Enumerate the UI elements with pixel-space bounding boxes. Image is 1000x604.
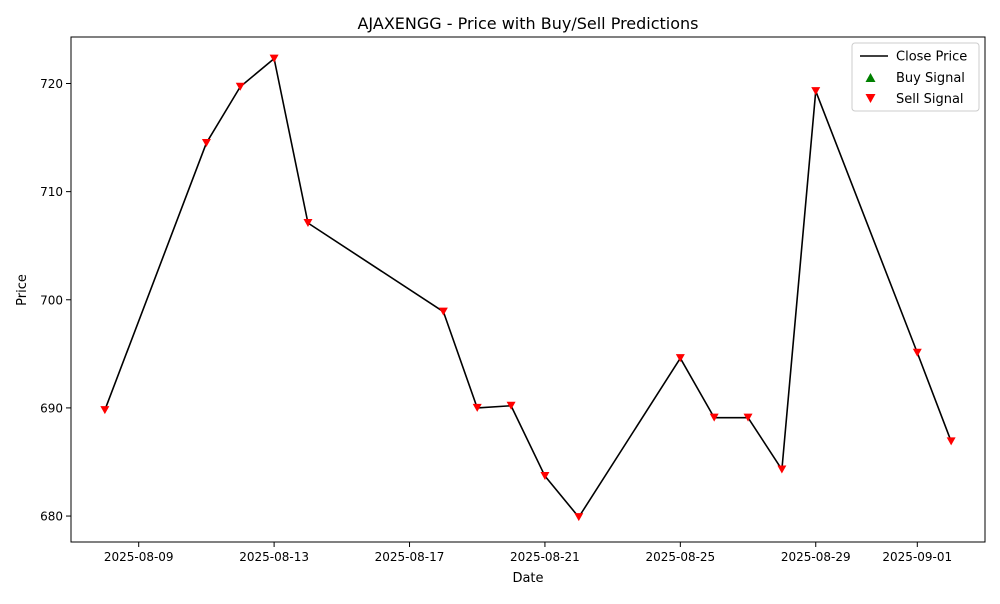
y-tick-label: 720 <box>40 77 63 91</box>
x-tick-label: 2025-08-17 <box>375 550 445 564</box>
sell-signal-marker <box>201 138 211 147</box>
x-tick-label: 2025-08-09 <box>104 550 174 564</box>
x-axis: 2025-08-09 2025-08-13 2025-08-17 2025-08-21… <box>104 542 952 564</box>
axes-frame <box>70 36 986 543</box>
y-tick-label: 710 <box>40 185 63 199</box>
legend: Close Price Buy Signal Sell Signal <box>851 42 980 112</box>
y-axis: 680 690 700 710 720 <box>40 77 71 524</box>
legend-close-price-label: Close Price <box>896 50 967 65</box>
y-tick-label: 690 <box>40 401 63 415</box>
legend-buy-signal-marker <box>865 73 876 82</box>
x-tick-label: 2025-08-21 <box>510 550 580 564</box>
sell-signal-marker <box>100 406 110 415</box>
legend-sell-signal-marker <box>865 94 876 103</box>
y-tick-label: 700 <box>40 293 63 307</box>
sell-signal-marker <box>912 348 922 357</box>
sell-signal-marker <box>675 354 685 363</box>
sell-signal-marker <box>709 413 719 422</box>
legend-sell-signal-label: Sell Signal <box>896 92 964 107</box>
sell-signal-marker <box>235 82 245 91</box>
y-axis-label: Price <box>15 274 30 306</box>
sell-signal-marker <box>303 218 313 227</box>
plot-area: 2025-08-09 2025-08-13 2025-08-17 2025-08-21… <box>40 36 986 564</box>
marker-layer <box>100 54 956 522</box>
sell-signal-marker <box>438 307 448 316</box>
sell-signal-marker <box>269 54 279 63</box>
x-axis-label: Date <box>512 571 543 586</box>
legend-box <box>851 42 980 112</box>
sell-signal-marker <box>946 437 956 446</box>
sell-signal-marker <box>506 401 516 410</box>
x-tick-label: 2025-09-01 <box>882 550 952 564</box>
sell-signal-marker <box>472 403 482 412</box>
y-tick-label: 680 <box>40 510 63 524</box>
x-tick-label: 2025-08-13 <box>239 550 309 564</box>
chart-title: AJAXENGG - Price with Buy/Sell Predictio… <box>357 14 698 33</box>
legend-buy-signal-label: Buy Signal <box>896 71 965 86</box>
sell-signal-marker <box>540 472 550 481</box>
x-tick-label: 2025-08-25 <box>645 550 715 564</box>
sell-signal-marker <box>777 465 787 474</box>
sell-signal-marker <box>574 513 584 522</box>
sell-signal-marker <box>811 87 821 96</box>
x-tick-label: 2025-08-29 <box>781 550 851 564</box>
sell-signal-marker <box>743 413 753 422</box>
